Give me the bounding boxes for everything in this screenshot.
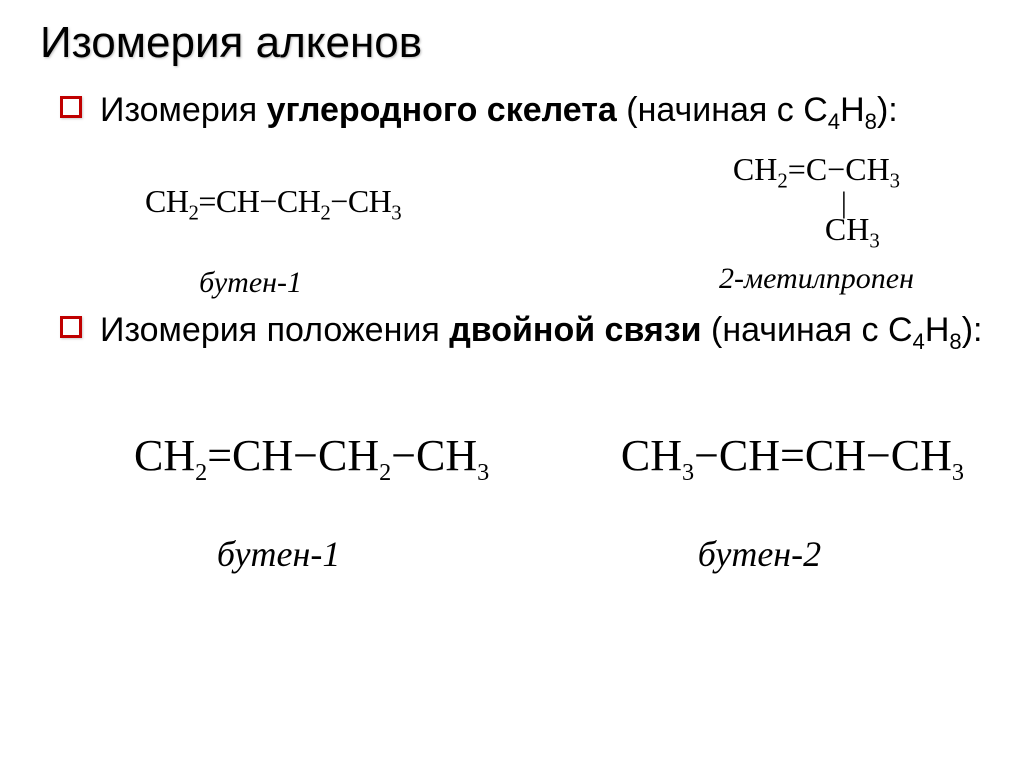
- bullet-item-1: Изомерия углеродного скелета (начиная с …: [40, 88, 984, 137]
- chem-formula: CH2=C−CH3: [733, 153, 900, 192]
- chem-formula: CH3−CH=CH−CH3: [555, 390, 964, 529]
- bullet-text-1: Изомерия углеродного скелета (начиная с …: [100, 88, 898, 137]
- chem-label: бутен-1: [199, 266, 302, 300]
- chem-formula: CH2=CH−CH2−CH3: [100, 153, 401, 256]
- formula-butene-2: CH3−CH=CH−CH3 бутен-2: [555, 390, 964, 575]
- formula-row-2: CH2=CH−CH2−CH3 бутен-1 CH3−CH=CH−CH3 бут…: [40, 362, 984, 575]
- chem-formula: CH2=CH−CH2−CH3: [68, 390, 489, 529]
- chem-label: бутен-1: [217, 533, 340, 575]
- bullet-item-2: Изомерия положения двойной связи (начина…: [40, 308, 984, 357]
- formula-butene-1-a: CH2=CH−CH2−CH3 бутен-1: [100, 153, 401, 300]
- chem-label: 2-метилпропен: [719, 262, 914, 296]
- chem-formula: CH3: [733, 213, 880, 252]
- bullet-square-icon: [60, 96, 82, 118]
- chem-label: бутен-2: [698, 533, 821, 575]
- formula-butene-1-b: CH2=CH−CH2−CH3 бутен-1: [68, 390, 489, 575]
- formula-row-1: CH2=CH−CH2−CH3 бутен-1 CH2=C−CH3 | CH3 2…: [40, 143, 984, 300]
- chem-bond: |: [733, 192, 847, 213]
- bullet-square-icon: [60, 316, 82, 338]
- bullet-text-2: Изомерия положения двойной связи (начина…: [100, 308, 982, 357]
- slide-title: Изомерия алкенов: [40, 18, 984, 68]
- formula-methylpropene: CH2=C−CH3 | CH3 2-метилпропен: [719, 153, 954, 300]
